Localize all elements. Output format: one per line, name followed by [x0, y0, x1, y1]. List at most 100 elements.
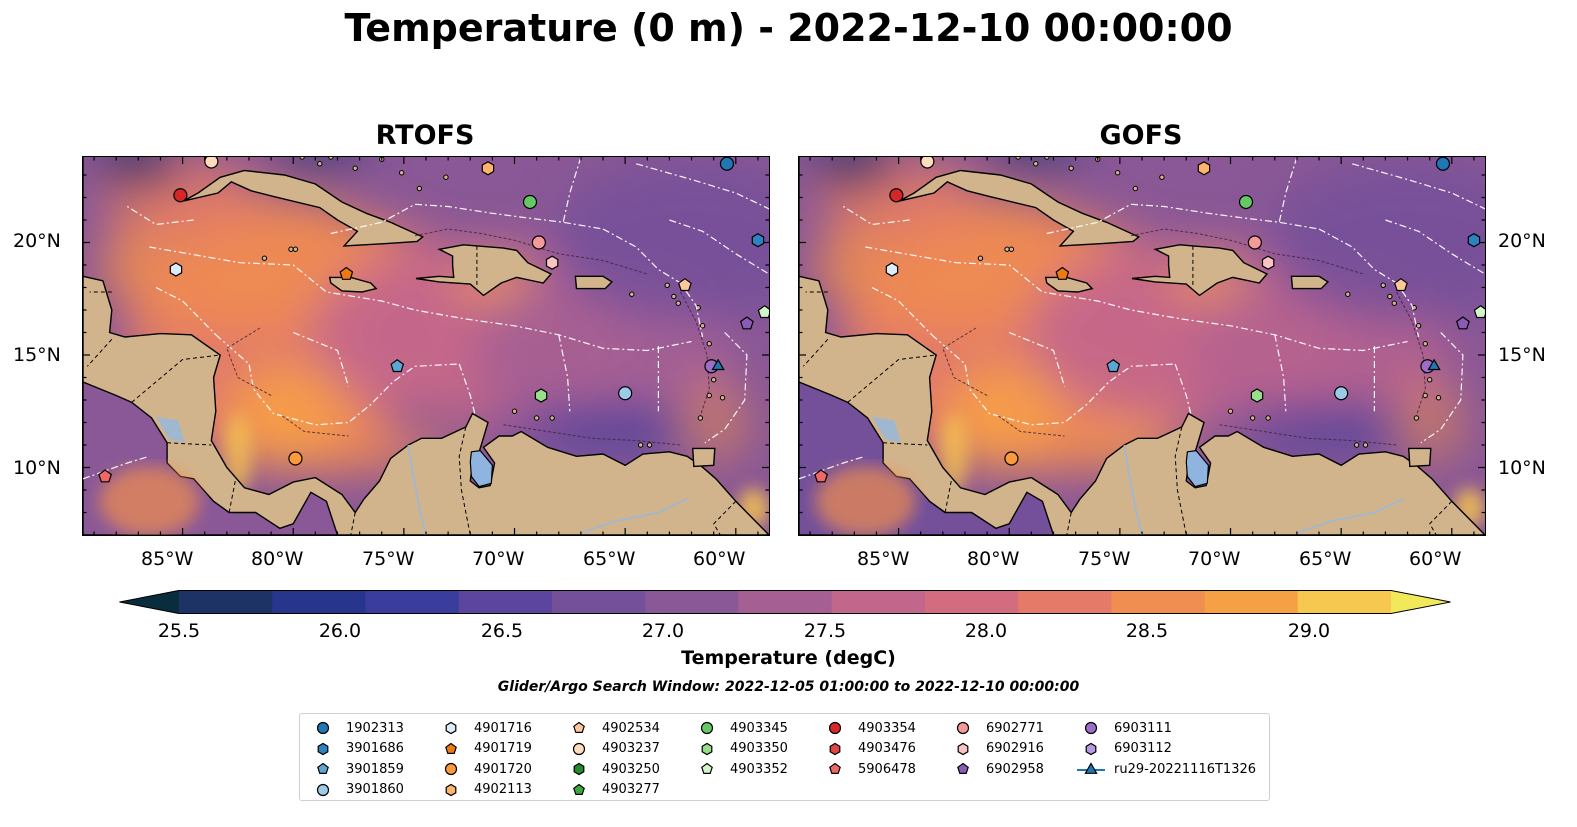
legend-label: 6903111 [1114, 720, 1172, 736]
legend-column: 6902771 6902916 6902958 [948, 718, 1044, 780]
legend-entry-4903476: 4903476 [820, 739, 916, 760]
colorbar-tick: 27.0 [641, 620, 685, 642]
platform-marker-4903237[interactable] [204, 157, 219, 169]
platform-marker-6902771[interactable] [1247, 235, 1262, 250]
legend-label: 4901720 [474, 761, 532, 777]
platform-marker-4902534[interactable] [1393, 277, 1408, 292]
legend-marker-icon [957, 763, 969, 775]
map-panel-gofs[interactable] [798, 156, 1486, 536]
legend-label: 5906478 [858, 761, 916, 777]
legend-marker-icon [701, 763, 713, 775]
platform-marker-4903345[interactable] [522, 194, 538, 210]
platform-marker-4901720[interactable] [288, 451, 303, 466]
legend-entry-6902771: 6902771 [948, 718, 1044, 739]
lon-label-85w-rtofs: 85°W [141, 548, 194, 570]
platform-marker-1902313[interactable] [1435, 157, 1451, 171]
legend-entry-4903250: 4903250 [564, 759, 660, 780]
legend-entry-6903111: 6903111 [1076, 718, 1256, 739]
platform-marker-4902534[interactable] [677, 277, 692, 292]
platform-marker-4901720[interactable] [1004, 451, 1019, 466]
legend-entry-3901686: 3901686 [308, 739, 404, 760]
colorbar-tick: 25.5 [157, 620, 201, 642]
platform-marker-6902958[interactable] [1455, 316, 1470, 330]
lat-label-20n-left: 20°N [13, 230, 61, 252]
lat-label-15n-left: 15°N [13, 344, 61, 366]
panel-title-rtofs: RTOFS [375, 120, 475, 151]
platform-marker-1902313[interactable] [719, 157, 735, 171]
platform-marker-4903354[interactable] [173, 188, 188, 203]
platform-marker-4901719[interactable] [339, 266, 354, 280]
lon-label-85w-gofs: 85°W [857, 548, 910, 570]
legend-entry-ru29-20221116T1326: ru29-20221116T1326 [1076, 759, 1256, 780]
lon-label-65w-gofs: 65°W [1299, 548, 1352, 570]
legend-marker-icon [573, 783, 585, 795]
lon-label-70w-rtofs: 70°W [472, 548, 525, 570]
platform-marker-4901716[interactable] [169, 262, 183, 277]
legend-entry-3901860: 3901860 [308, 780, 404, 801]
map-canvas [799, 157, 1485, 535]
platform-marker-4903354[interactable] [889, 188, 904, 203]
platform-marker-6902916[interactable] [1261, 255, 1275, 270]
legend-column: 1902313 3901686 3901859 3901860 [308, 718, 404, 800]
legend-column: 4902534 4903237 4903250 4903277 [564, 718, 660, 800]
platform-marker-4903352[interactable] [1473, 305, 1485, 319]
legend-label: 4903345 [730, 720, 788, 736]
lon-label-80w-gofs: 80°W [967, 548, 1020, 570]
legend-entry-4902534: 4902534 [564, 718, 660, 739]
platform-marker-4901719[interactable] [1055, 266, 1070, 280]
legend-column: 4903345 4903350 4903352 [692, 718, 788, 780]
legend-label: 3901686 [346, 741, 404, 757]
platform-marker-3901859[interactable] [1106, 359, 1121, 373]
legend-entry-6902916: 6902916 [948, 739, 1044, 760]
legend-entry-4902113: 4902113 [436, 780, 532, 801]
platform-marker-4903237[interactable] [920, 157, 935, 169]
legend-label: 4903237 [602, 741, 660, 757]
legend-marker-icon [572, 742, 586, 755]
search-window-text: Glider/Argo Search Window: 2022-12-05 01… [497, 679, 1080, 695]
platform-marker-6902916[interactable] [545, 255, 559, 270]
colorbar-tick: 27.5 [803, 620, 847, 642]
legend-entry-4903345: 4903345 [692, 718, 788, 739]
platform-marker-3901860[interactable] [618, 386, 633, 401]
platform-marker-4903345[interactable] [1238, 194, 1254, 210]
platform-marker-5906478[interactable] [814, 469, 829, 483]
platform-marker-4902113[interactable] [481, 161, 495, 176]
legend-label: 4901719 [474, 741, 532, 757]
legend-marker-icon [445, 742, 457, 754]
lat-label-15n-right: 15°N [1498, 344, 1546, 366]
platform-marker-3901860[interactable] [1334, 386, 1349, 401]
legend-label: 4903250 [602, 761, 660, 777]
legend-entry-4901719: 4901719 [436, 739, 532, 760]
platform-marker-6902958[interactable] [739, 316, 754, 330]
platform-marker-4903350[interactable] [534, 388, 548, 403]
legend-label: 6902916 [986, 741, 1044, 757]
platform-marker-4903350[interactable] [1250, 388, 1264, 403]
lat-label-10n-left: 10°N [13, 457, 61, 479]
legend-column: 6903111 6903112 ru29-20221116T1326 [1076, 718, 1256, 780]
platform-marker-4901716[interactable] [885, 262, 899, 277]
legend-label: 6902771 [986, 720, 1044, 736]
platform-marker-5906478[interactable] [98, 469, 113, 483]
platform-marker-4903352[interactable] [757, 305, 769, 319]
legend-label: 1902313 [346, 720, 404, 736]
map-panel-rtofs[interactable] [82, 156, 770, 536]
legend-label: 4903476 [858, 741, 916, 757]
legend-marker-icon [573, 722, 585, 734]
platform-marker-ru29-20221116T1326[interactable] [1427, 358, 1441, 371]
platform-marker-3901686[interactable] [1467, 233, 1481, 248]
legend-column: 4903354 4903476 5906478 [820, 718, 916, 780]
colorbar-tick: 29.0 [1287, 620, 1331, 642]
platform-marker-3901686[interactable] [751, 233, 765, 248]
lon-label-80w-rtofs: 80°W [251, 548, 304, 570]
colorbar-label: Temperature (degC) [681, 647, 896, 669]
legend-label: 4903352 [730, 761, 788, 777]
lon-label-65w-rtofs: 65°W [583, 548, 636, 570]
platform-marker-3901859[interactable] [390, 359, 405, 373]
legend-label: 4901716 [474, 720, 532, 736]
platform-marker-4902113[interactable] [1197, 161, 1211, 176]
legend-entry-4901720: 4901720 [436, 759, 532, 780]
platform-marker-ru29-20221116T1326[interactable] [711, 358, 725, 371]
legend-entry-3901859: 3901859 [308, 759, 404, 780]
platform-marker-6902771[interactable] [531, 235, 546, 250]
legend-marker-icon [445, 783, 457, 796]
